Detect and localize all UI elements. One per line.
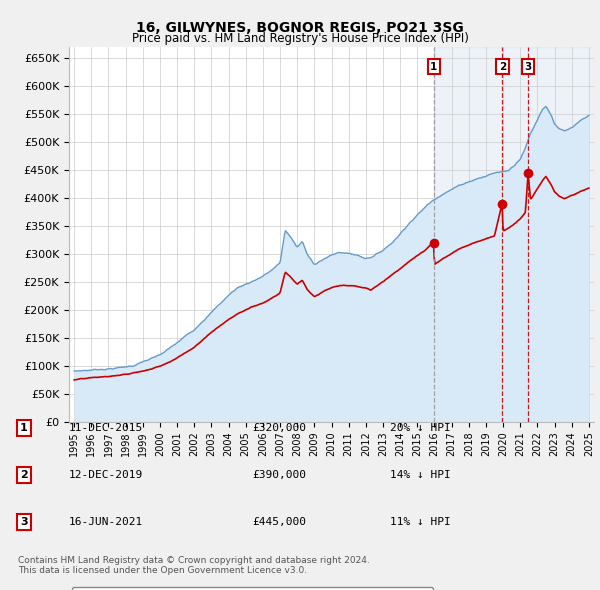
Text: 14% ↓ HPI: 14% ↓ HPI	[390, 470, 451, 480]
Text: 2: 2	[20, 470, 28, 480]
Text: £445,000: £445,000	[252, 517, 306, 527]
Text: 12-DEC-2019: 12-DEC-2019	[69, 470, 143, 480]
Text: 2: 2	[499, 62, 506, 72]
Text: 3: 3	[524, 62, 532, 72]
Text: 11-DEC-2015: 11-DEC-2015	[69, 423, 143, 432]
Text: 20% ↓ HPI: 20% ↓ HPI	[390, 423, 451, 432]
Text: 1: 1	[430, 62, 437, 72]
Text: £320,000: £320,000	[252, 423, 306, 432]
Legend: 16, GILWYNES, BOGNOR REGIS, PO21 3SG (detached house), HPI: Average price, detac: 16, GILWYNES, BOGNOR REGIS, PO21 3SG (de…	[71, 587, 433, 590]
Text: Contains HM Land Registry data © Crown copyright and database right 2024.
This d: Contains HM Land Registry data © Crown c…	[18, 556, 370, 575]
Text: 3: 3	[20, 517, 28, 527]
Text: Price paid vs. HM Land Registry's House Price Index (HPI): Price paid vs. HM Land Registry's House …	[131, 32, 469, 45]
Text: £390,000: £390,000	[252, 470, 306, 480]
Text: 1: 1	[20, 423, 28, 432]
Text: 16-JUN-2021: 16-JUN-2021	[69, 517, 143, 527]
Text: 16, GILWYNES, BOGNOR REGIS, PO21 3SG: 16, GILWYNES, BOGNOR REGIS, PO21 3SG	[136, 21, 464, 35]
Text: 11% ↓ HPI: 11% ↓ HPI	[390, 517, 451, 527]
Bar	[434, 47, 594, 422]
